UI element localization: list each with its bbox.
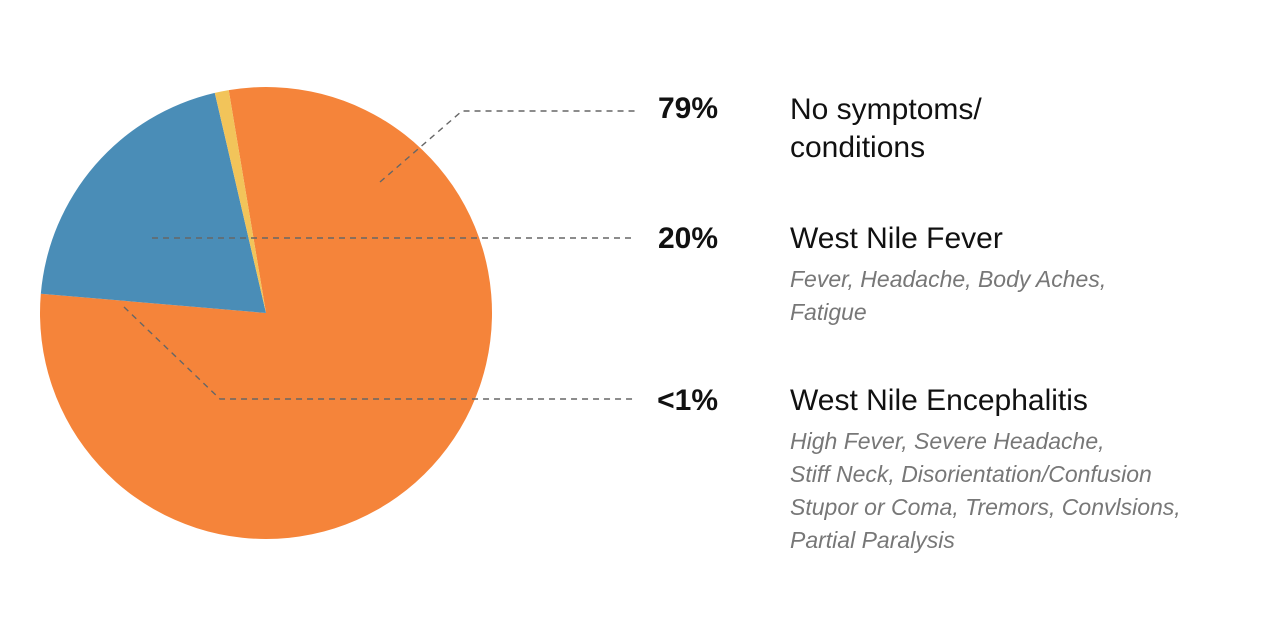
description-line: Stiff Neck, Disorientation/Confusion [790, 461, 1152, 487]
value-label-west-nile-fever: 20% [657, 222, 718, 255]
leader-line-no-symptoms [379, 110, 636, 183]
value-label-no-symptoms: 79% [657, 92, 718, 125]
leader-line-west-nile-encephalitis [123, 306, 636, 400]
value-label-west-nile-encephalitis: <1% [657, 384, 718, 417]
description-west-nile-encephalitis: High Fever, Severe Headache, Stiff Neck,… [790, 425, 1260, 557]
legend-label-line: No symptoms/ [790, 93, 982, 126]
pie-slice-west-nile-encephalitis [214, 90, 266, 313]
description-line: Stupor or Coma, Tremors, Convlsions, [790, 494, 1181, 520]
legend-label-west-nile-fever: West Nile Fever [790, 220, 1250, 258]
description-line: Fatigue [790, 299, 867, 325]
description-line: Partial Paralysis [790, 527, 955, 553]
description-west-nile-fever: Fever, Headache, Body Aches, Fatigue [790, 263, 1260, 329]
pie-slice-west-nile-fever [40, 92, 267, 313]
legend-label-line: conditions [790, 131, 926, 164]
legend-label-no-symptoms: No symptoms/ conditions [790, 91, 1250, 167]
pie-slice-no-symptoms [39, 86, 492, 539]
description-line: High Fever, Severe Headache, [790, 428, 1105, 454]
legend-label-line: West Nile Encephalitis [790, 384, 1088, 417]
description-line: Fever, Headache, Body Aches, [790, 266, 1107, 292]
legend-label-west-nile-encephalitis: West Nile Encephalitis [790, 382, 1250, 420]
legend-label-line: West Nile Fever [790, 222, 1003, 255]
